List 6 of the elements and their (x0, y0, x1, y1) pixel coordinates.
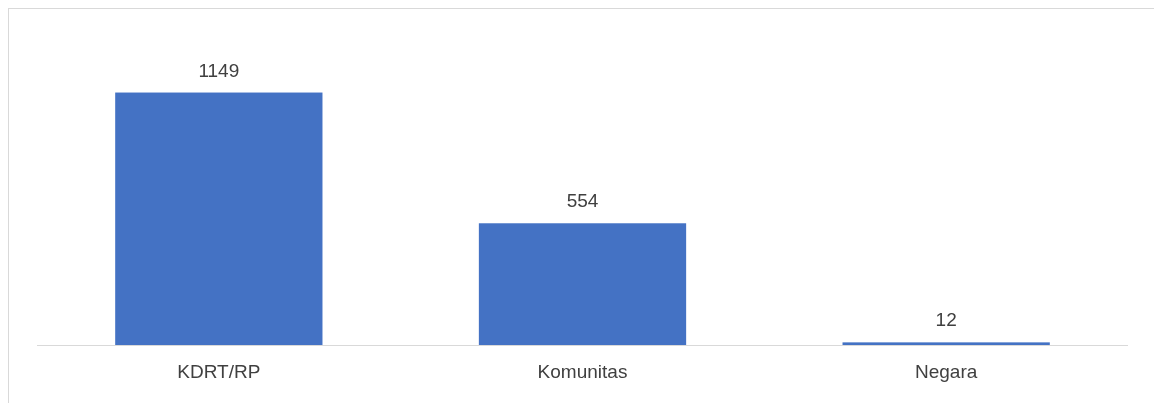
data-label: 12 (935, 309, 957, 331)
data-label: 1149 (198, 59, 240, 81)
x-tick-label: Komunitas (537, 361, 628, 383)
data-label: 554 (566, 190, 599, 212)
x-tick-label: KDRT/RP (177, 361, 261, 383)
x-tick-label: Negara (915, 361, 978, 383)
